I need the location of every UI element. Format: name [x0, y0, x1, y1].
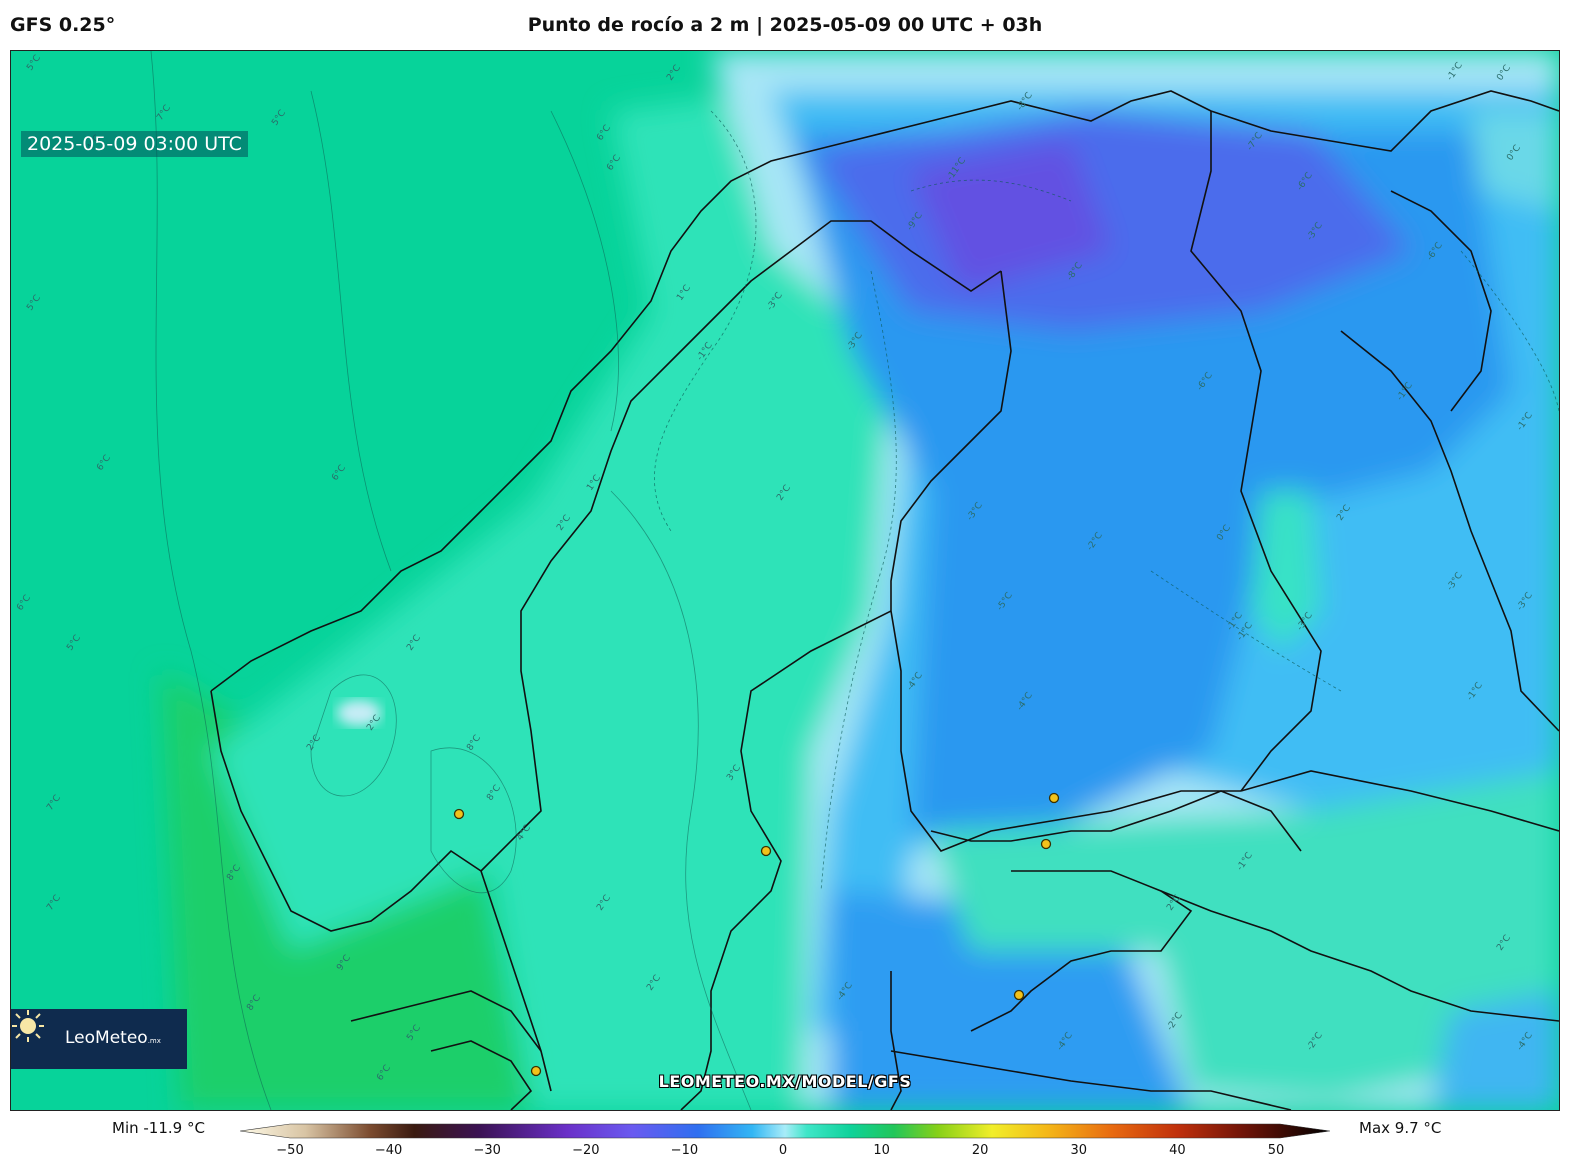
logo-suffix: .mx: [147, 1037, 161, 1045]
leometeo-logo[interactable]: LeoMeteo.mx: [11, 1009, 187, 1069]
city-marker: [1048, 792, 1060, 804]
colorbar-tick-label: 20: [971, 1143, 989, 1158]
source-watermark: LEOMETEO.MX/MODEL/GFS: [658, 1072, 912, 1091]
colorbar-tick-label: −50: [276, 1143, 304, 1158]
colorbar-tick-label: 10: [873, 1143, 890, 1158]
valid-time-label: 2025-05-09 03:00 UTC: [21, 131, 248, 157]
colorbar-tick-label: 30: [1070, 1143, 1088, 1158]
city-marker: [760, 845, 772, 857]
colorbar-tick-label: 0: [778, 1143, 788, 1158]
sun-icon: [12, 1010, 44, 1042]
map-canvas[interactable]: 5°C7°C4°C5°C6°C2°C5°C6°C6°C6°C5°C2°C6°C1…: [10, 50, 1560, 1111]
city-marker: [1040, 838, 1052, 850]
colorbar-tick-label: 50: [1267, 1143, 1285, 1158]
colorbar: [240, 1123, 1330, 1139]
city-marker: [453, 808, 465, 820]
colorbar-tick-label: −10: [670, 1143, 699, 1158]
logo-name: LeoMeteo: [65, 1028, 148, 1048]
colorbar-tick-label: 40: [1169, 1143, 1186, 1158]
min-value-label: Min -11.9 °C: [112, 1119, 205, 1137]
colorbar-tick-label: −40: [374, 1143, 403, 1158]
city-marker: [1013, 989, 1025, 1001]
model-name: GFS 0.25°: [10, 14, 116, 36]
city-marker: [530, 1065, 542, 1077]
city-markers: [453, 792, 1060, 1077]
dewpoint-map: 5°C7°C4°C5°C6°C2°C5°C6°C6°C6°C5°C2°C6°C1…: [11, 51, 1559, 1110]
colorbar-tick-label: −30: [473, 1143, 501, 1158]
map-title: Punto de rocío a 2 m | 2025-05-09 00 UTC…: [527, 14, 1043, 36]
logo-text: LeoMeteo.mx: [65, 1028, 161, 1048]
colorbar-tick-label: −20: [572, 1143, 600, 1158]
max-value-label: Max 9.7 °C: [1359, 1119, 1442, 1137]
